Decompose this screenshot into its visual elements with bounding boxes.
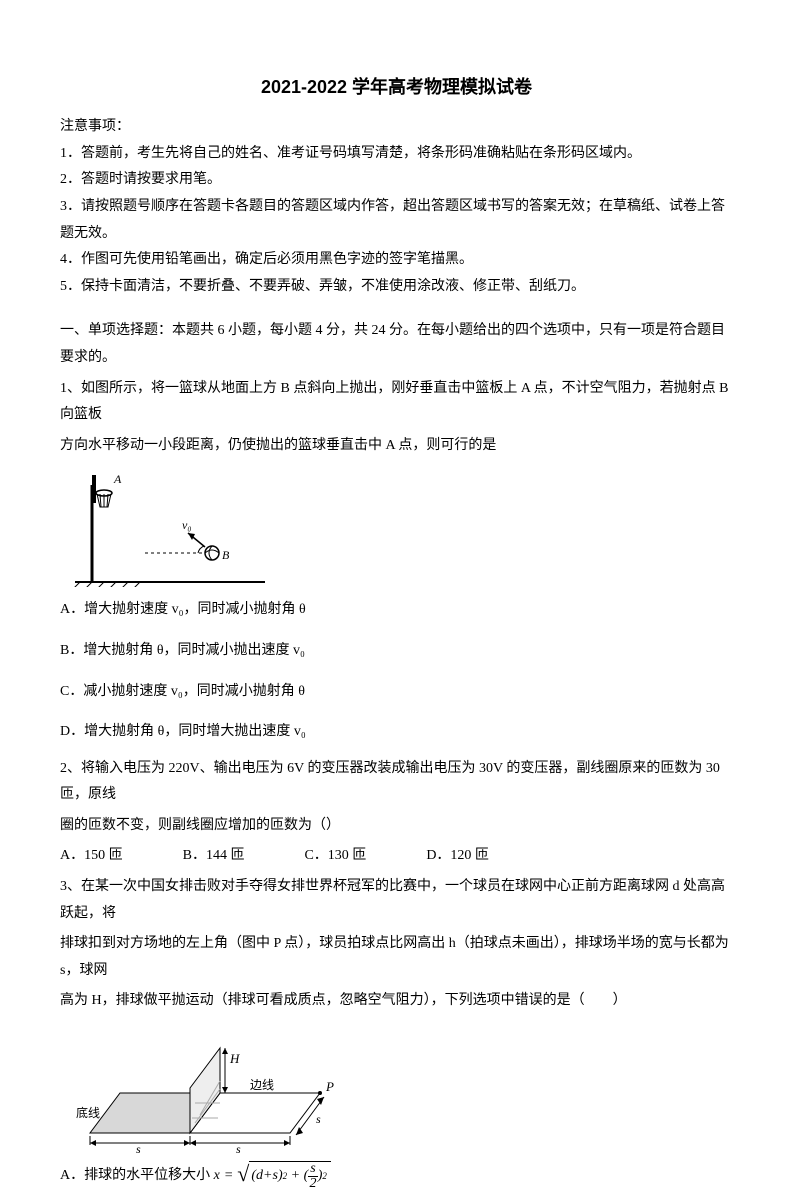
q2-line2: 圈的匝数不变，则副线圈应增加的匝数为（） <box>60 813 733 840</box>
notice-2: 2．答题时请按要求用笔。 <box>60 167 733 194</box>
fig2-label-bian: 边线 <box>250 1078 274 1092</box>
q1-figure: A B v₀ <box>70 467 733 587</box>
fig2-label-s2: s <box>136 1142 141 1153</box>
q3-line2: 排球扣到对方场地的左上角（图中 P 点），球员拍球点比网高出 h（拍球点未画出）… <box>60 931 733 984</box>
fig2-label-h: H <box>229 1051 240 1066</box>
q2-opt-d: D．120 匝 <box>426 843 489 870</box>
q2-opt-b: B．144 匝 <box>183 843 245 870</box>
notice-4: 4．作图可先使用铅笔画出，确定后必须用黑色字迹的签字笔描黑。 <box>60 247 733 274</box>
notice-5: 5．保持卡面清洁，不要折叠、不要弄破、弄皱，不准使用涂改液、修正带、刮纸刀。 <box>60 274 733 301</box>
fig1-label-a: A <box>113 472 122 486</box>
fig1-label-b: B <box>222 548 230 562</box>
q3-opt-a: A．排球的水平位移大小 x = √ (d+s)2 + ( s 2 )2 <box>60 1161 733 1191</box>
section-a-heading: 一、单项选择题：本题共 6 小题，每小题 4 分，共 24 分。在每小题给出的四… <box>60 318 733 371</box>
q2-options: A．150 匝 B．144 匝 C．130 匝 D．120 匝 <box>60 843 733 870</box>
q2-line1: 2、将输入电压为 220V、输出电压为 6V 的变压器改装成输出电压为 30V … <box>60 756 733 809</box>
q3-line3: 高为 H，排球做平抛运动（排球可看成质点，忽略空气阻力），下列选项中错误的是（ … <box>60 988 733 1015</box>
notice-3: 3．请按照题号顺序在答题卡各题目的答题区域内作答，超出答题区域书写的答案无效；在… <box>60 194 733 247</box>
q2-opt-c: C．130 匝 <box>304 843 366 870</box>
q2-opt-a: A．150 匝 <box>60 843 123 870</box>
q1-opt-d: D．增大抛射角 θ，同时增大抛出速度 v₀ <box>60 719 733 746</box>
q1-opt-a: A．增大抛射速度 v₀，同时减小抛射角 θ <box>60 597 733 624</box>
q3-opt-a-formula: x = √ (d+s)2 + ( s 2 )2 <box>214 1161 331 1191</box>
q1-opt-b: B．增大抛射角 θ，同时减小抛出速度 v₀ <box>60 638 733 665</box>
fig2-label-p: P <box>325 1079 334 1094</box>
q1-line2: 方向水平移动一小段距离，仍使抛出的篮球垂直击中 A 点，则可行的是 <box>60 433 733 460</box>
q1-line1: 1、如图所示，将一篮球从地面上方 B 点斜向上抛出，刚好垂直击中篮板上 A 点，… <box>60 376 733 429</box>
q1-opt-c: C．减小抛射速度 v₀，同时减小抛射角 θ <box>60 679 733 706</box>
notice-heading: 注意事项： <box>60 114 733 141</box>
page-title: 2021-2022 学年高考物理模拟试卷 <box>60 70 733 104</box>
notice-1: 1．答题前，考生先将自己的姓名、准考证号码填写清楚，将条形码准确粘贴在条形码区域… <box>60 141 733 168</box>
fig2-label-di: 底线 <box>76 1105 100 1120</box>
fig2-label-s3: s <box>236 1142 241 1153</box>
q3-opt-a-text: A．排球的水平位移大小 <box>60 1168 214 1183</box>
q3-line1: 3、在某一次中国女排击败对手夺得女排世界杯冠军的比赛中，一个球员在球网中心正前方… <box>60 874 733 927</box>
fig1-label-v0: v₀ <box>182 518 192 532</box>
fig2-label-s1: s <box>316 1112 321 1126</box>
q3-figure: H 边线 P 底线 s s s <box>70 1023 733 1153</box>
